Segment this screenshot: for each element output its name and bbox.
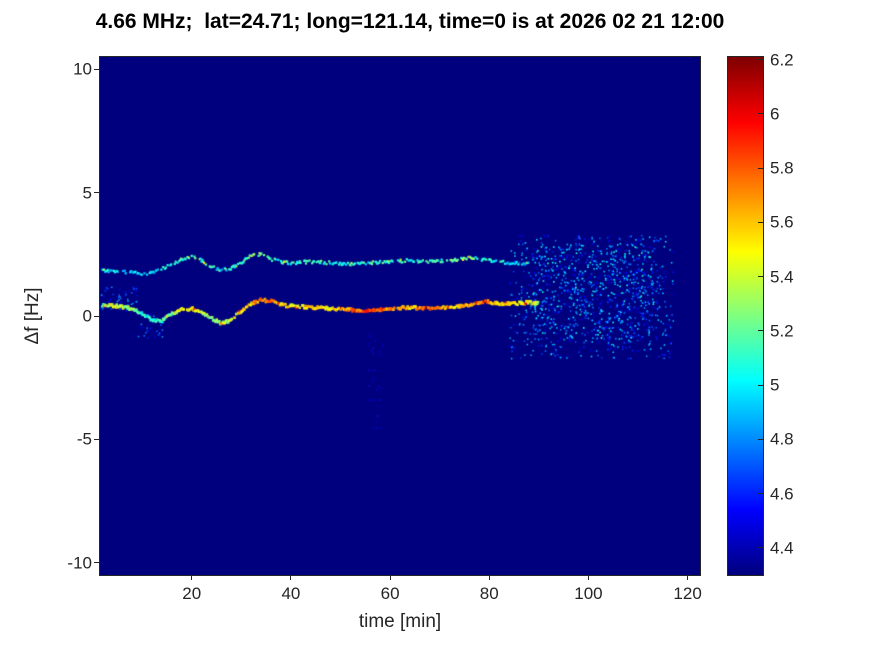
colorbar — [727, 56, 764, 576]
colorbar-tick-label: 4.4 — [770, 539, 794, 556]
tick-mark — [94, 192, 99, 193]
colorbar-tick-label: 5.4 — [770, 268, 794, 285]
tick-mark — [758, 439, 763, 440]
x-tick-label: 80 — [480, 585, 499, 602]
colorbar-tick-label: 5.8 — [770, 160, 794, 177]
x-tick-label: 40 — [281, 585, 300, 602]
y-tick-label: 0 — [8, 308, 92, 325]
x-tick-label: 60 — [381, 585, 400, 602]
colorbar-tick-label: 6 — [770, 105, 779, 122]
tick-mark — [94, 69, 99, 70]
tick-mark — [588, 575, 589, 580]
spectrogram-canvas — [99, 56, 701, 576]
tick-mark — [489, 575, 490, 580]
y-tick-label: 10 — [8, 61, 92, 78]
chart-title: 4.66 MHz; lat=24.71; long=121.14, time=0… — [0, 10, 820, 34]
colorbar-tick-label: 5.6 — [770, 214, 794, 231]
tick-mark — [191, 575, 192, 580]
colorbar-tick-label: 4.6 — [770, 485, 794, 502]
tick-mark — [94, 439, 99, 440]
y-tick-label: -5 — [8, 431, 92, 448]
colorbar-tick-label: 6.2 — [770, 51, 794, 68]
x-axis-label: time [min] — [100, 611, 700, 633]
tick-mark — [758, 330, 763, 331]
tick-mark — [687, 575, 688, 580]
x-tick-label: 120 — [673, 585, 701, 602]
tick-mark — [758, 493, 763, 494]
tick-mark — [758, 222, 763, 223]
x-tick-label: 20 — [182, 585, 201, 602]
tick-mark — [290, 575, 291, 580]
colorbar-tick-label: 5 — [770, 377, 779, 394]
tick-mark — [758, 113, 763, 114]
tick-mark — [758, 547, 763, 548]
tick-mark — [758, 59, 763, 60]
tick-mark — [390, 575, 391, 580]
figure: 4.66 MHz; lat=24.71; long=121.14, time=0… — [0, 0, 875, 656]
tick-mark — [758, 168, 763, 169]
colorbar-tick-label: 4.8 — [770, 431, 794, 448]
x-tick-label: 100 — [574, 585, 602, 602]
colorbar-tick-label: 5.2 — [770, 322, 794, 339]
tick-mark — [758, 276, 763, 277]
y-tick-label: 5 — [8, 184, 92, 201]
tick-mark — [94, 316, 99, 317]
tick-mark — [94, 562, 99, 563]
y-tick-label: -10 — [8, 554, 92, 571]
tick-mark — [758, 385, 763, 386]
